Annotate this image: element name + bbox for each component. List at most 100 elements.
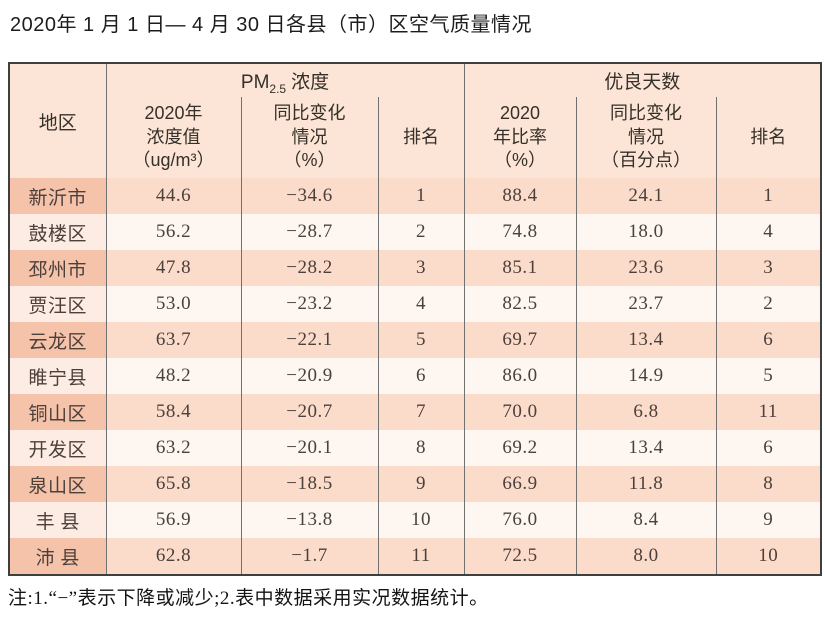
pm-rank-cell: 11 bbox=[377, 538, 465, 575]
pm-value-cell: 48.2 bbox=[105, 358, 242, 394]
days-rank-cell: 6 bbox=[715, 430, 822, 466]
air-quality-table: 地区 PM2.5 浓度 优良天数 2020年 浓度值 （ug/m³） 同比变化 情… bbox=[8, 62, 823, 576]
days-change-cell: 8.4 bbox=[575, 502, 717, 538]
days-change-cell: 8.0 bbox=[575, 538, 717, 575]
region-cell: 云龙区 bbox=[8, 322, 107, 358]
footnote: 注:1.“−”表示下降或减少;2.表中数据采用实况数据统计。 bbox=[8, 588, 489, 609]
pm-rank-cell: 6 bbox=[377, 358, 465, 394]
pm-value-cell: 63.2 bbox=[105, 430, 242, 466]
column-header-region: 地区 bbox=[8, 63, 107, 178]
pm-rank-cell: 9 bbox=[377, 466, 465, 502]
region-cell: 贾汪区 bbox=[8, 286, 107, 322]
days-rank-cell: 9 bbox=[715, 502, 822, 538]
pm-change-cell: −20.9 bbox=[240, 358, 379, 394]
table-row: 贾汪区 53.0 −23.2 4 82.5 23.7 2 bbox=[8, 286, 822, 322]
column-group-pm25: PM2.5 浓度 bbox=[105, 63, 465, 97]
pm-rank-cell: 10 bbox=[377, 502, 465, 538]
days-rank-cell: 8 bbox=[715, 466, 822, 502]
region-cell: 新沂市 bbox=[8, 178, 107, 214]
pm-change-cell: −22.1 bbox=[240, 322, 379, 358]
header-group-row: 地区 PM2.5 浓度 优良天数 bbox=[8, 63, 822, 178]
table-row: 开发区 63.2 −20.1 8 69.2 13.4 6 bbox=[8, 430, 822, 466]
days-change-cell: 11.8 bbox=[575, 466, 717, 502]
days-change-cell: 23.6 bbox=[575, 250, 717, 286]
days-rate-cell: 72.5 bbox=[463, 538, 577, 575]
days-rate-cell: 74.8 bbox=[463, 214, 577, 250]
pm-change-cell: −20.1 bbox=[240, 430, 379, 466]
table-header: 地区 PM2.5 浓度 优良天数 2020年 浓度值 （ug/m³） 同比变化 情… bbox=[8, 63, 822, 178]
days-rank-cell: 11 bbox=[715, 394, 822, 430]
pm-change-cell: −28.2 bbox=[240, 250, 379, 286]
region-cell: 铜山区 bbox=[8, 394, 107, 430]
days-rate-cell: 66.9 bbox=[463, 466, 577, 502]
column-header-pm-change: 同比变化 情况 （%） bbox=[240, 97, 379, 178]
table-row: 泉山区 65.8 −18.5 9 66.9 11.8 8 bbox=[8, 466, 822, 502]
table-body: 新沂市 44.6 −34.6 1 88.4 24.1 1 鼓楼区 56.2 −28.7 2 74.8 1… bbox=[8, 178, 822, 575]
column-header-days-rate: 2020 年比率 （%） bbox=[463, 97, 577, 178]
column-header-pm-value: 2020年 浓度值 （ug/m³） bbox=[105, 97, 242, 178]
region-cell: 丰 县 bbox=[8, 502, 107, 538]
pm-rank-cell: 1 bbox=[377, 178, 465, 214]
days-rank-cell: 4 bbox=[715, 214, 822, 250]
pm-value-cell: 65.8 bbox=[105, 466, 242, 502]
pm-rank-cell: 8 bbox=[377, 430, 465, 466]
days-change-cell: 18.0 bbox=[575, 214, 717, 250]
region-cell: 鼓楼区 bbox=[8, 214, 107, 250]
pm-value-cell: 56.2 bbox=[105, 214, 242, 250]
pm-change-cell: −23.2 bbox=[240, 286, 379, 322]
days-rate-cell: 82.5 bbox=[463, 286, 577, 322]
pm-rank-cell: 4 bbox=[377, 286, 465, 322]
column-header-days-change: 同比变化 情况 （百分点） bbox=[575, 97, 717, 178]
table-row: 新沂市 44.6 −34.6 1 88.4 24.1 1 bbox=[8, 178, 822, 214]
days-rank-cell: 2 bbox=[715, 286, 822, 322]
days-rate-cell: 70.0 bbox=[463, 394, 577, 430]
days-rate-cell: 88.4 bbox=[463, 178, 577, 214]
days-rate-cell: 69.7 bbox=[463, 322, 577, 358]
days-rate-cell: 69.2 bbox=[463, 430, 577, 466]
region-cell: 泉山区 bbox=[8, 466, 107, 502]
pm-value-cell: 58.4 bbox=[105, 394, 242, 430]
days-rank-cell: 3 bbox=[715, 250, 822, 286]
days-rank-cell: 10 bbox=[715, 538, 822, 575]
region-cell: 邳州市 bbox=[8, 250, 107, 286]
pm-change-cell: −18.5 bbox=[240, 466, 379, 502]
pm-value-cell: 44.6 bbox=[105, 178, 242, 214]
table-row: 铜山区 58.4 −20.7 7 70.0 6.8 11 bbox=[8, 394, 822, 430]
pm-rank-cell: 3 bbox=[377, 250, 465, 286]
pm25-subscript: 2.5 bbox=[269, 81, 287, 96]
table-row: 云龙区 63.7 −22.1 5 69.7 13.4 6 bbox=[8, 322, 822, 358]
days-change-cell: 13.4 bbox=[575, 322, 717, 358]
days-rank-cell: 5 bbox=[715, 358, 822, 394]
table-row: 邳州市 47.8 −28.2 3 85.1 23.6 3 bbox=[8, 250, 822, 286]
days-change-cell: 24.1 bbox=[575, 178, 717, 214]
pm25-label-prefix: PM bbox=[240, 72, 270, 93]
days-rate-cell: 86.0 bbox=[463, 358, 577, 394]
region-cell: 睢宁县 bbox=[8, 358, 107, 394]
days-rank-cell: 1 bbox=[715, 178, 822, 214]
pm-change-cell: −20.7 bbox=[240, 394, 379, 430]
days-change-cell: 23.7 bbox=[575, 286, 717, 322]
pm-change-cell: −1.7 bbox=[240, 538, 379, 575]
pm25-label-suffix: 浓度 bbox=[291, 72, 330, 93]
pm-value-cell: 56.9 bbox=[105, 502, 242, 538]
pm-change-cell: −13.8 bbox=[240, 502, 379, 538]
pm-value-cell: 62.8 bbox=[105, 538, 242, 575]
table-row: 丰 县 56.9 −13.8 10 76.0 8.4 9 bbox=[8, 502, 822, 538]
column-group-good-days: 优良天数 bbox=[463, 63, 822, 97]
pm-value-cell: 53.0 bbox=[105, 286, 242, 322]
pm-rank-cell: 5 bbox=[377, 322, 465, 358]
table-row: 沛 县 62.8 −1.7 11 72.5 8.0 10 bbox=[8, 538, 822, 575]
region-cell: 沛 县 bbox=[8, 538, 107, 575]
region-cell: 开发区 bbox=[8, 430, 107, 466]
days-rank-cell: 6 bbox=[715, 322, 822, 358]
table-row: 鼓楼区 56.2 −28.7 2 74.8 18.0 4 bbox=[8, 214, 822, 250]
days-change-cell: 13.4 bbox=[575, 430, 717, 466]
column-header-days-rank: 排名 bbox=[715, 97, 822, 178]
pm-change-cell: −34.6 bbox=[240, 178, 379, 214]
pm-change-cell: −28.7 bbox=[240, 214, 379, 250]
column-header-pm-rank: 排名 bbox=[377, 97, 465, 178]
pm-value-cell: 47.8 bbox=[105, 250, 242, 286]
days-change-cell: 14.9 bbox=[575, 358, 717, 394]
page-title: 2020年 1 月 1 日— 4 月 30 日各县（市）区空气质量情况 bbox=[10, 14, 533, 36]
